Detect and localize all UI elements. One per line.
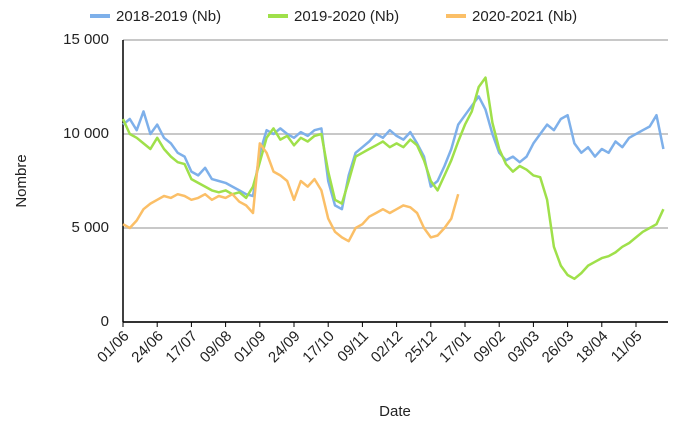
series-line [122, 95, 665, 211]
x-tick-label: 01/06 [94, 328, 133, 367]
y-axis-label: Nombre [13, 154, 30, 207]
y-tick-label: 5 000 [71, 219, 109, 236]
x-tick-label: 18/04 [573, 328, 612, 367]
x-tick-label: 17/10 [299, 328, 338, 367]
x-tick-label: 24/06 [128, 328, 167, 367]
legend-label: 2018-2019 (Nb) [116, 8, 221, 25]
series-line [121, 76, 665, 281]
y-tick-label: 0 [101, 313, 109, 330]
series-line [122, 142, 460, 243]
x-tick-label: 09/11 [334, 328, 372, 366]
x-tick-label: 17/01 [436, 328, 475, 367]
x-tick-label: 01/09 [231, 328, 270, 367]
x-tick-label: 26/03 [539, 328, 578, 367]
x-tick-label: 09/02 [470, 328, 509, 367]
y-tick-label: 15 000 [63, 31, 109, 48]
x-tick-label: 17/07 [162, 328, 201, 367]
x-tick-label: 11/05 [608, 328, 646, 366]
legend-label: 2020-2021 (Nb) [472, 8, 577, 25]
x-tick-label: 02/12 [368, 328, 407, 367]
x-axis-label: Date [379, 403, 411, 420]
x-tick-label: 09/08 [197, 328, 236, 367]
x-tick-label: 25/12 [402, 328, 441, 367]
x-tick-label: 24/09 [265, 328, 304, 367]
x-tick-label: 03/03 [504, 328, 543, 367]
legend-label: 2019-2020 (Nb) [294, 8, 399, 25]
y-tick-label: 10 000 [63, 125, 109, 142]
